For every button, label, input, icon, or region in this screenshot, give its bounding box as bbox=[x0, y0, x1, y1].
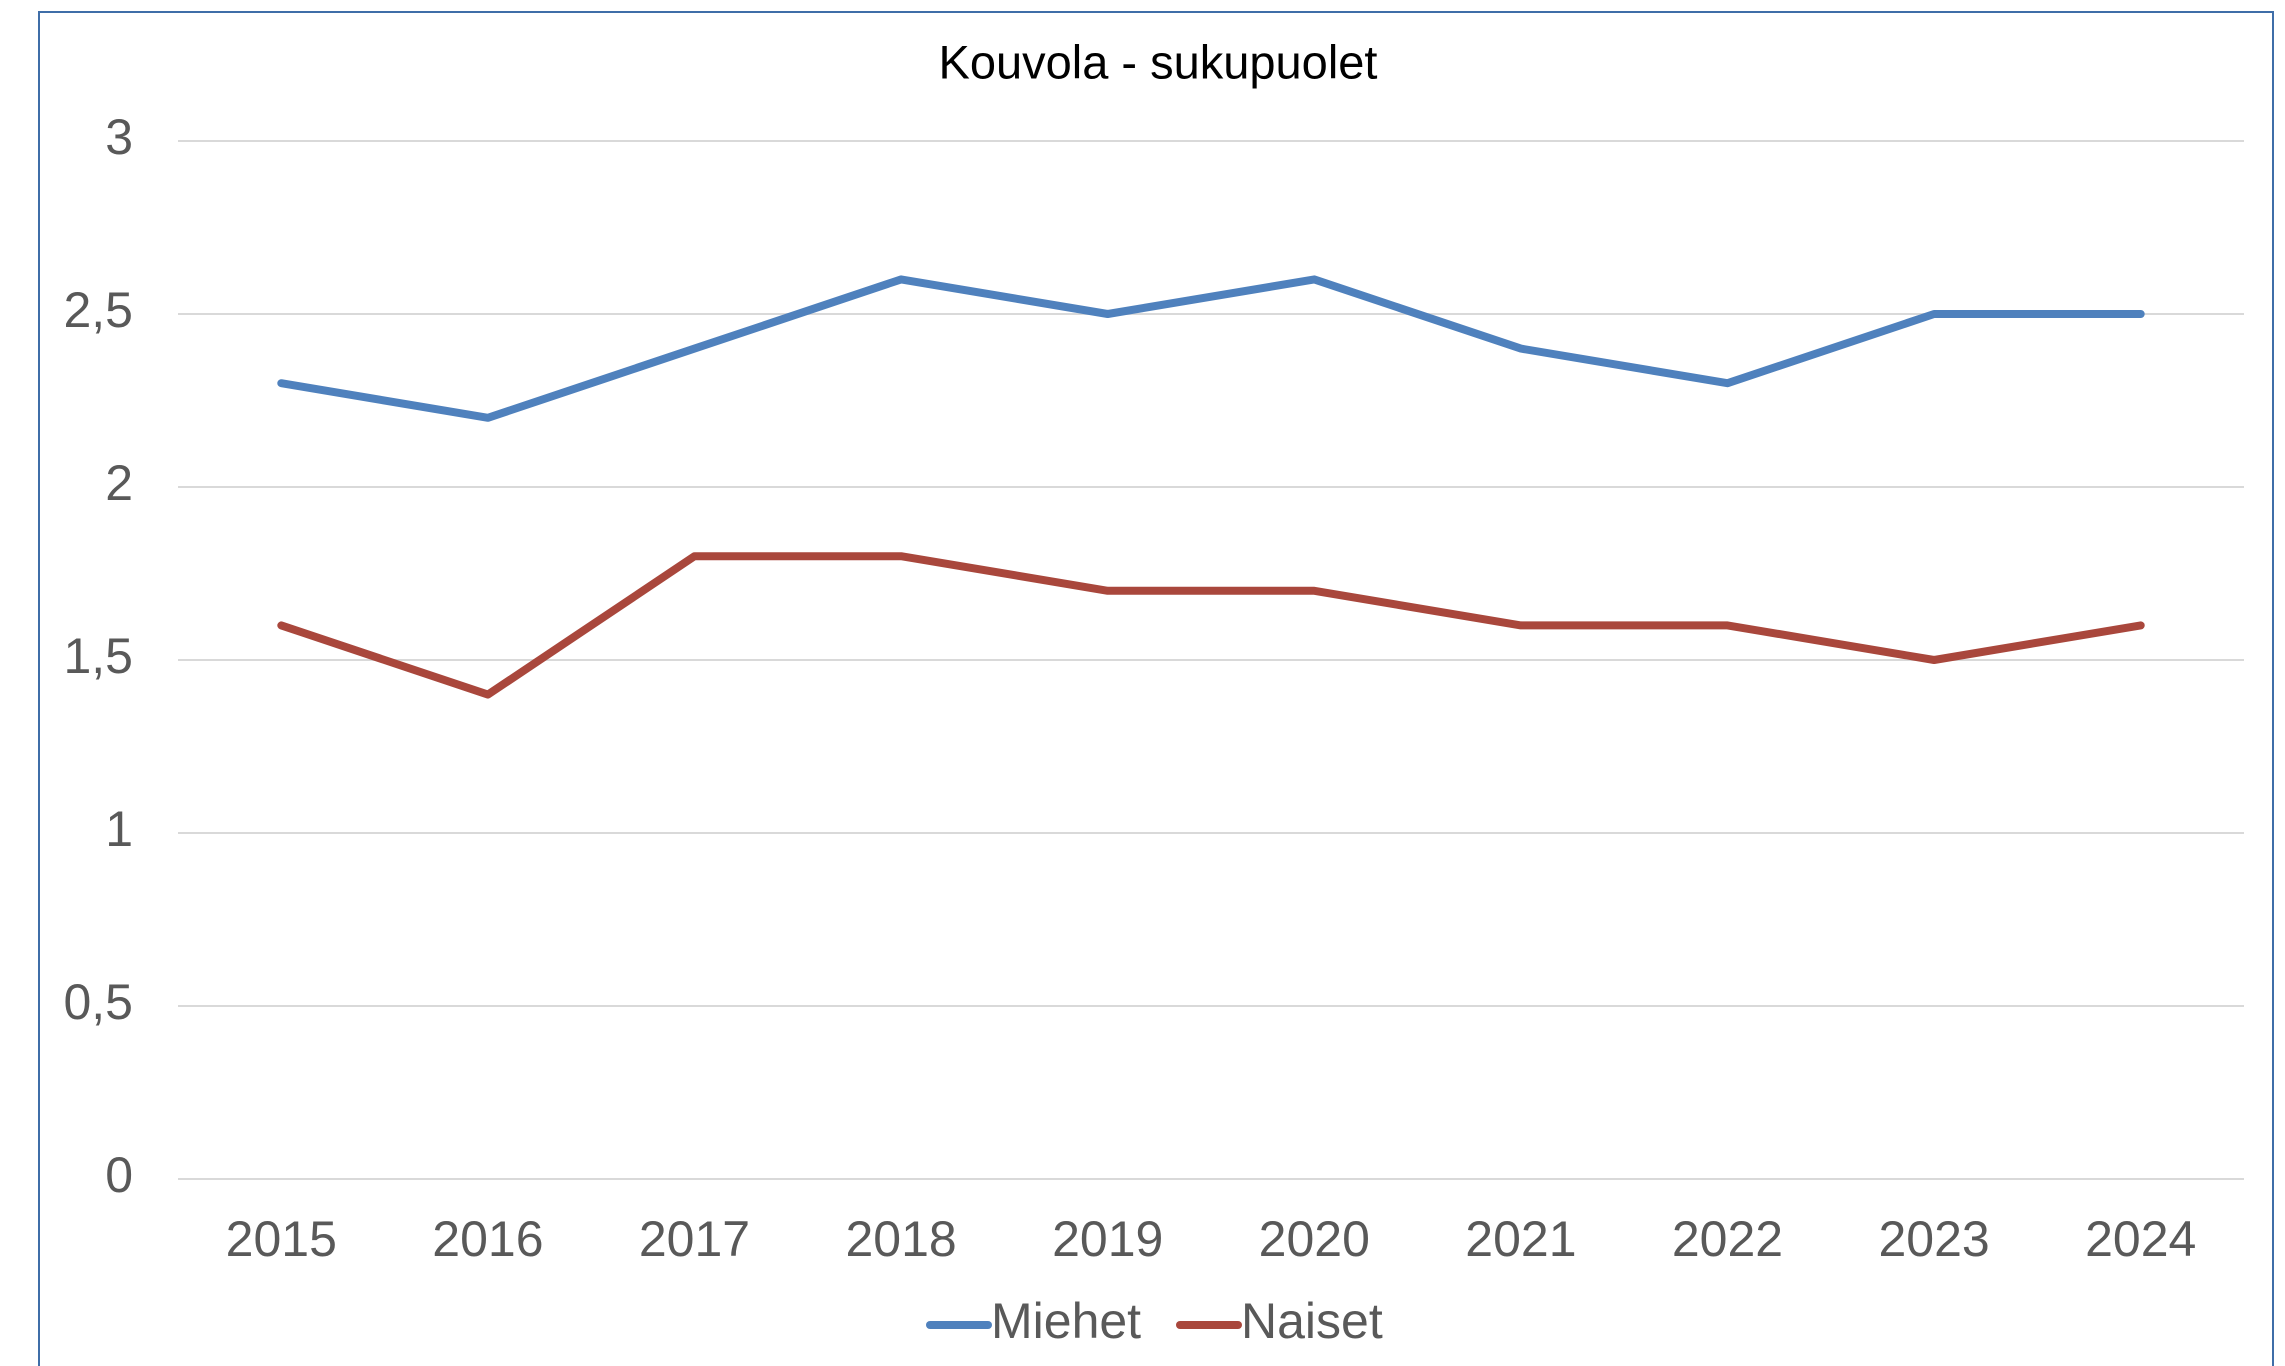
legend-label: Miehet bbox=[991, 1293, 1141, 1349]
x-tick-label: 2015 bbox=[226, 1211, 337, 1267]
x-tick-label: 2017 bbox=[639, 1211, 750, 1267]
y-tick-label: 3 bbox=[105, 109, 133, 165]
x-tick-label: 2018 bbox=[845, 1211, 956, 1267]
y-tick-label: 0,5 bbox=[63, 974, 133, 1030]
x-tick-label: 2023 bbox=[1878, 1211, 1989, 1267]
y-tick-label: 0 bbox=[105, 1147, 133, 1203]
y-tick-label: 1,5 bbox=[63, 628, 133, 684]
y-tick-label: 2 bbox=[105, 455, 133, 511]
series-line bbox=[277, 552, 2145, 699]
y-tick-label: 1 bbox=[105, 801, 133, 857]
y-tick-label: 2,5 bbox=[63, 282, 133, 338]
series-line bbox=[277, 275, 2145, 422]
x-tick-label: 2021 bbox=[1465, 1211, 1576, 1267]
x-tick-label: 2024 bbox=[2085, 1211, 2196, 1267]
x-tick-label: 2022 bbox=[1672, 1211, 1783, 1267]
chart-title: Kouvola - sukupuolet bbox=[939, 35, 1378, 88]
chart-frame bbox=[38, 11, 2274, 1366]
legend-label: Naiset bbox=[1241, 1293, 1383, 1349]
x-tick-label: 2016 bbox=[432, 1211, 543, 1267]
x-tick-label: 2020 bbox=[1259, 1211, 1370, 1267]
x-tick-label: 2019 bbox=[1052, 1211, 1163, 1267]
